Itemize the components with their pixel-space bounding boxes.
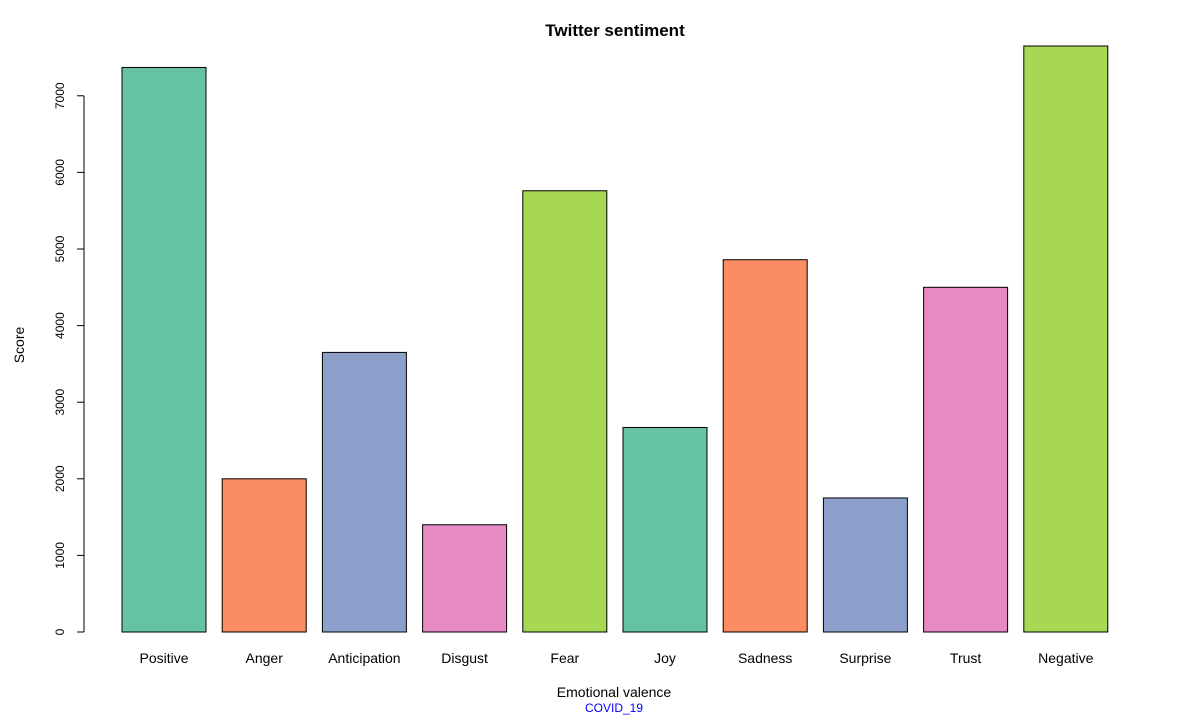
bar-anger — [221, 478, 307, 633]
y-tick-label: 0 — [53, 628, 67, 635]
y-axis: 0 1000 2000 3000 4000 5000 6000 7000 — [53, 82, 85, 635]
y-axis-label: Score — [11, 327, 27, 364]
bar-joy — [622, 426, 708, 633]
bar-positive — [121, 66, 207, 633]
bar-surprise — [822, 497, 908, 633]
category-label-trust: Trust — [950, 650, 981, 666]
bar-negative — [1023, 45, 1109, 633]
bar-anticipation — [321, 351, 407, 633]
y-tick-label: 1000 — [53, 542, 67, 569]
category-label-joy: Joy — [654, 650, 676, 666]
x-axis-label: Emotional valence — [557, 684, 672, 700]
category-label-disgust: Disgust — [441, 650, 488, 666]
bar-disgust — [422, 524, 508, 633]
category-label-sadness: Sadness — [738, 650, 792, 666]
category-labels: Positive Anger Anticipation Disgust Fear Joy S… — [139, 650, 1093, 666]
y-tick-label: 7000 — [53, 82, 67, 109]
y-tick-label: 3000 — [53, 389, 67, 416]
category-label-negative: Negative — [1038, 650, 1093, 666]
category-label-fear: Fear — [550, 650, 579, 666]
category-label-anger: Anger — [246, 650, 284, 666]
chart-title: Twitter sentiment — [545, 21, 685, 40]
category-label-surprise: Surprise — [839, 650, 891, 666]
category-label-positive: Positive — [139, 650, 188, 666]
chart-subtitle: COVID_19 — [585, 701, 643, 715]
bars-group — [121, 45, 1109, 633]
y-tick-label: 2000 — [53, 465, 67, 492]
y-tick-label: 5000 — [53, 235, 67, 262]
bar-trust — [923, 286, 1009, 633]
bar-sadness — [722, 259, 808, 633]
category-label-anticipation: Anticipation — [328, 650, 400, 666]
y-tick-label: 6000 — [53, 159, 67, 186]
bar-fear — [522, 190, 608, 633]
y-tick-label: 4000 — [53, 312, 67, 339]
